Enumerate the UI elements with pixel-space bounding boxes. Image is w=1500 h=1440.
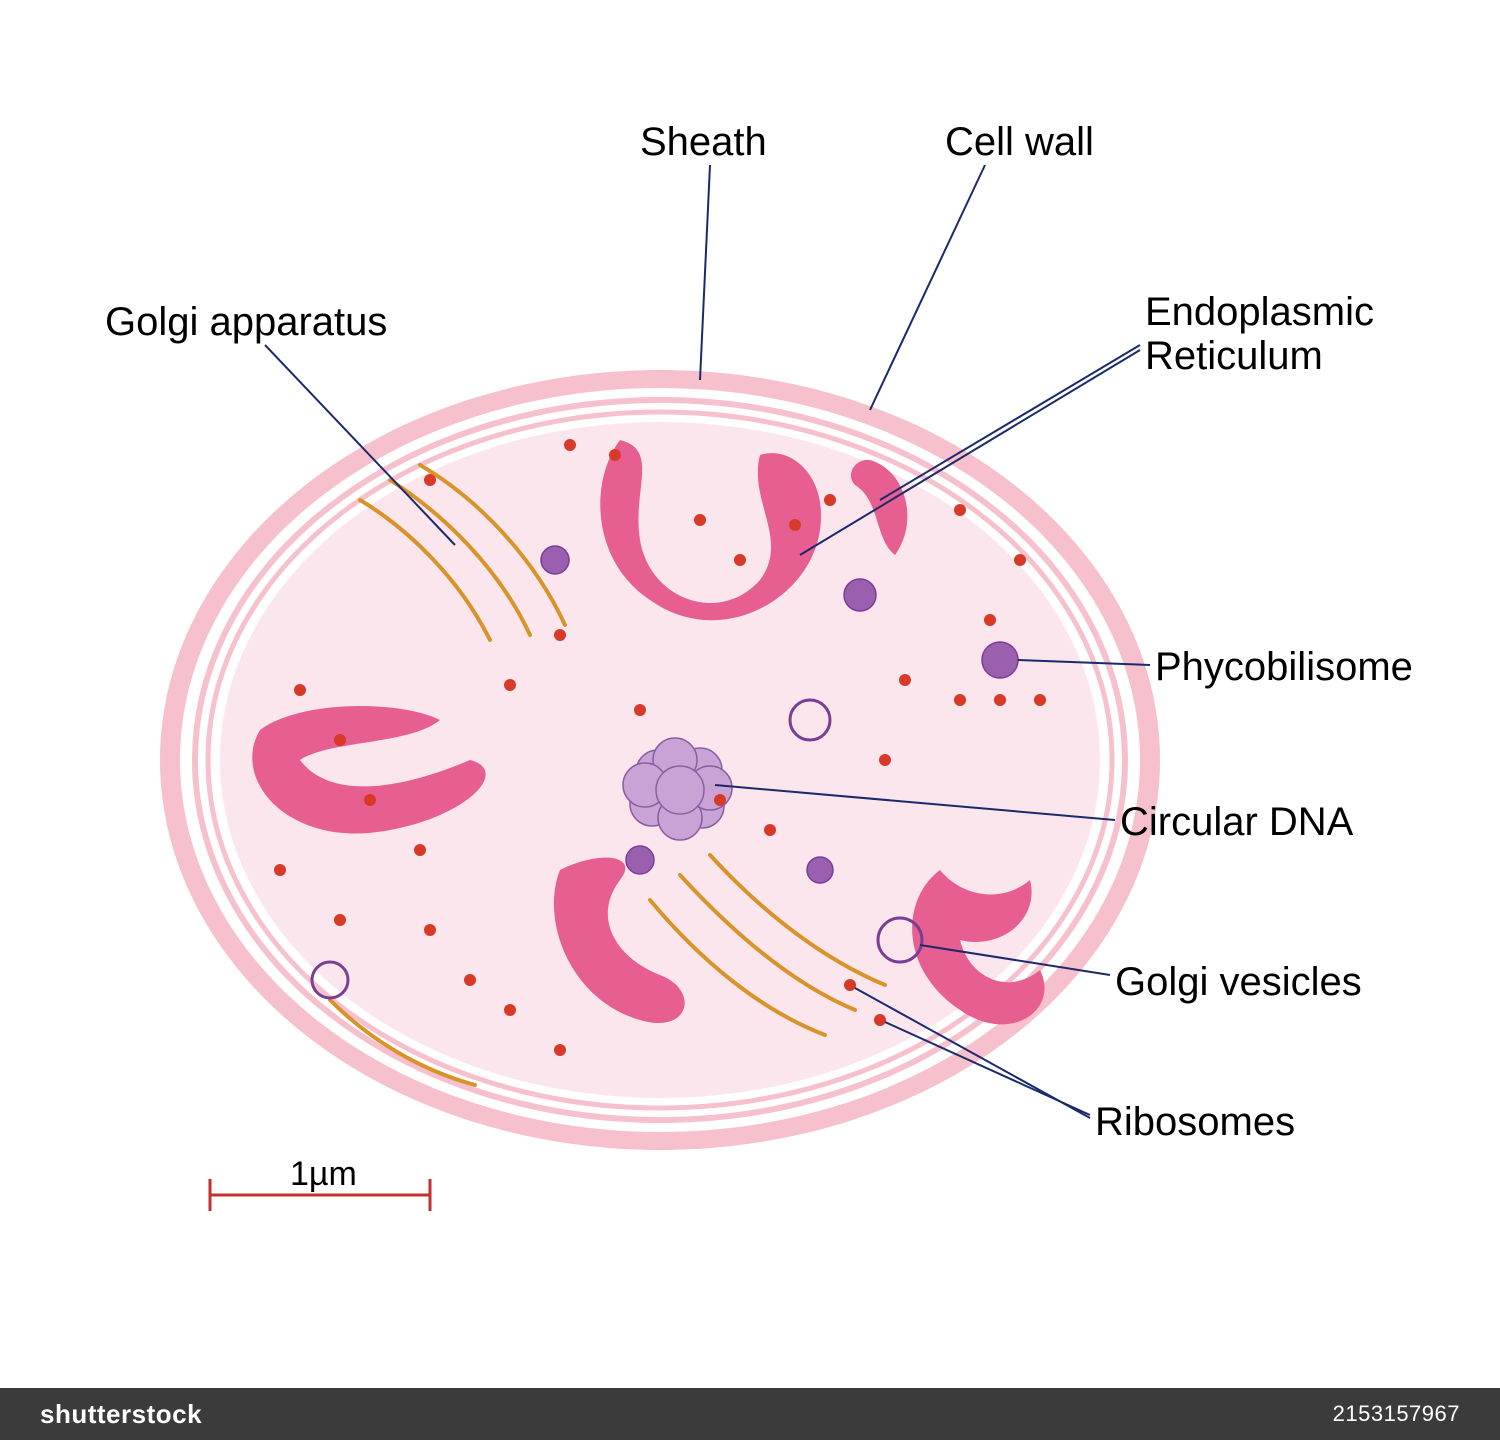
ribosome (954, 504, 966, 516)
ribosome (874, 1014, 886, 1026)
ribosome (694, 514, 706, 526)
ribosome (554, 629, 566, 641)
ribosome (734, 554, 746, 566)
leader-line (700, 165, 710, 380)
ribosome (424, 924, 436, 936)
label-sheath: Sheath (640, 120, 767, 164)
ribosome (764, 824, 776, 836)
ribosome (984, 614, 996, 626)
ribosome (274, 864, 286, 876)
phycobilisome (982, 642, 1018, 678)
label-cell_wall: Cell wall (945, 120, 1094, 164)
ribosome (504, 679, 516, 691)
footer-id: 2153157967 (1333, 1401, 1460, 1427)
phycobilisome (626, 846, 654, 874)
ribosome (844, 979, 856, 991)
scale-label: 1µm (290, 1155, 357, 1194)
ribosome (609, 449, 621, 461)
ribosome (1014, 554, 1026, 566)
dna-core (656, 766, 704, 814)
label-circular_dna: Circular DNA (1120, 800, 1353, 844)
label-golgi_apparatus: Golgi apparatus (105, 300, 387, 344)
diagram-stage: Golgi apparatus Sheath Cell wall Endoplasmi… (0, 0, 1500, 1440)
ribosome (364, 794, 376, 806)
leader-line (880, 345, 1140, 500)
phycobilisome (807, 857, 833, 883)
ribosome (424, 474, 436, 486)
ribosome (564, 439, 576, 451)
ribosome (899, 674, 911, 686)
ribosome (994, 694, 1006, 706)
cell-svg (0, 0, 1500, 1440)
phycobilisome (541, 546, 569, 574)
footer-brand: shutterstock (40, 1399, 202, 1430)
label-phycobilisome: Phycobilisome (1155, 645, 1413, 689)
ribosome (414, 844, 426, 856)
ribosome (634, 704, 646, 716)
leader-line (870, 165, 985, 410)
label-ribosomes: Ribosomes (1095, 1100, 1295, 1144)
ribosome (294, 684, 306, 696)
footer-bar: shutterstock 2153157967 (0, 1388, 1500, 1440)
ribosome (504, 1004, 516, 1016)
ribosome (334, 914, 346, 926)
ribosome (554, 1044, 566, 1056)
label-er: Endoplasmic Reticulum (1145, 290, 1374, 378)
ribosome (879, 754, 891, 766)
phycobilisome (844, 579, 876, 611)
ribosome (714, 794, 726, 806)
ribosome (954, 694, 966, 706)
ribosome (334, 734, 346, 746)
label-golgi_vesicles: Golgi vesicles (1115, 960, 1362, 1004)
ribosome (789, 519, 801, 531)
ribosome (824, 494, 836, 506)
ribosome (1034, 694, 1046, 706)
ribosome (464, 974, 476, 986)
